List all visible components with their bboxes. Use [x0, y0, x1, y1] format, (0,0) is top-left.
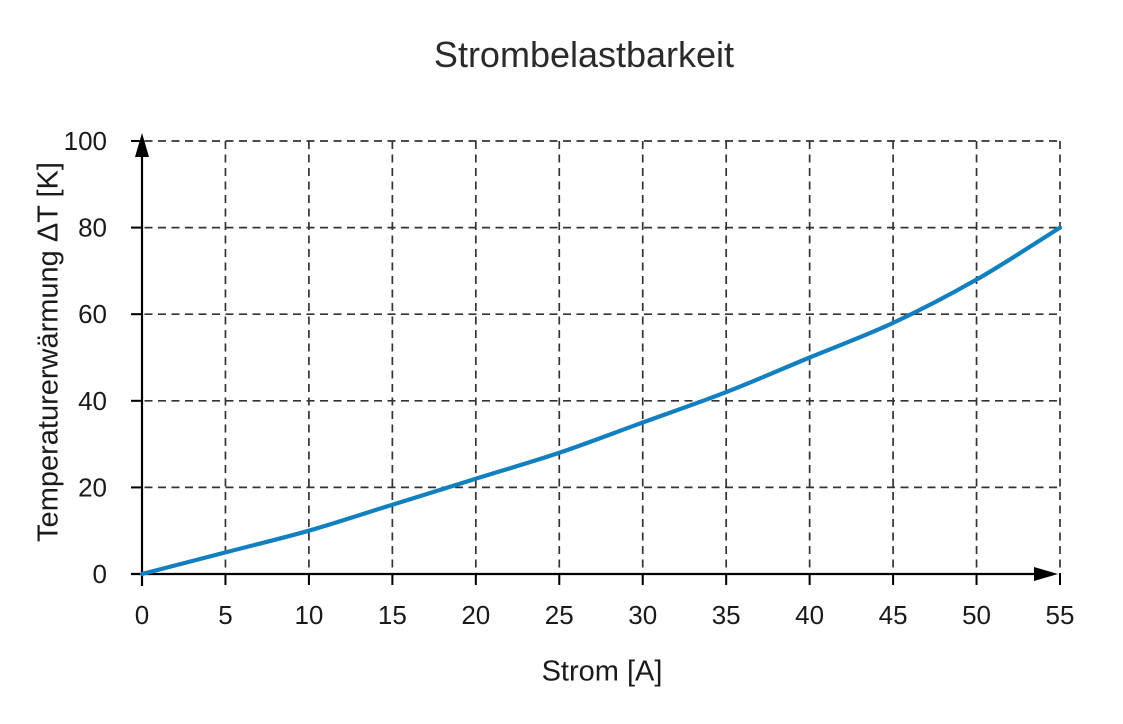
chart-title: Strombelastbarkeit	[433, 34, 735, 75]
x-tick-label: 55	[1046, 600, 1075, 630]
x-tick-label: 20	[461, 600, 490, 630]
x-axis-arrow-icon	[1034, 567, 1058, 581]
x-tick-label: 15	[378, 600, 407, 630]
x-tick-label: 5	[218, 600, 232, 630]
y-tick-label: 60	[78, 299, 107, 329]
x-tick-label: 25	[545, 600, 574, 630]
x-axis-label: Strom [A]	[541, 655, 663, 688]
x-tick-label: 40	[795, 600, 824, 630]
y-tick-label: 0	[93, 559, 107, 589]
x-tick-label: 0	[135, 600, 149, 630]
x-tick-label: 45	[879, 600, 908, 630]
x-tick-label: 50	[962, 600, 991, 630]
data-curve	[139, 225, 1063, 577]
y-tick-label: 80	[78, 213, 107, 243]
x-tick-label: 30	[628, 600, 657, 630]
y-tick-label: 100	[64, 126, 107, 156]
y-axis-arrow-icon	[135, 133, 149, 157]
x-tick-label: 10	[294, 600, 323, 630]
y-tick-label: 40	[78, 386, 107, 416]
y-tick-label: 20	[78, 472, 107, 502]
x-tick-label: 35	[712, 600, 741, 630]
